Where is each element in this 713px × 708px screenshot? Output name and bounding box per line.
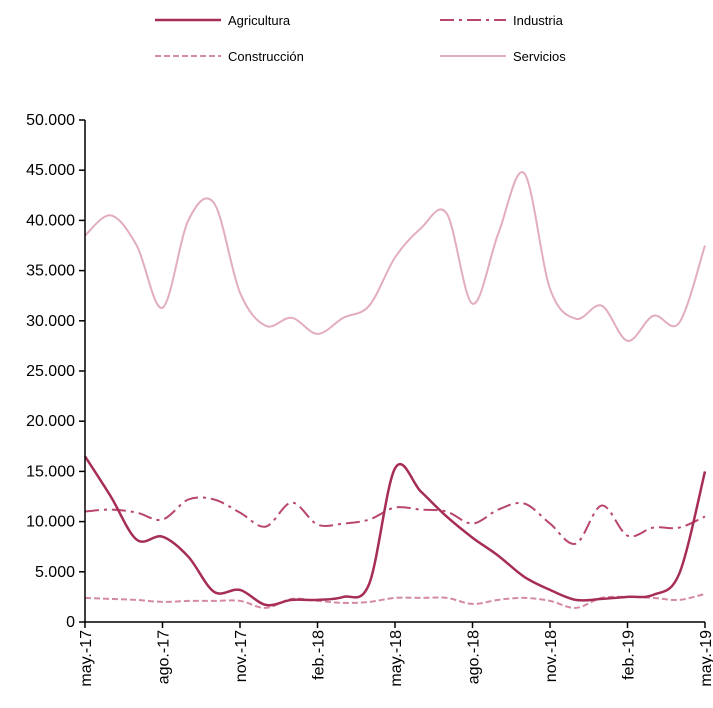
series-line-agricultura <box>83 455 707 607</box>
x-tick-label: ago.-17 <box>156 630 173 684</box>
legend: Agricultura Industria Construcción Servicio… <box>155 13 566 64</box>
x-tick-label: feb.-19 <box>621 630 638 680</box>
legend-label: Industria <box>513 13 564 28</box>
axes: 0 5.000 10.000 15.000 20.000 25.000 30.000 35.0… <box>26 112 713 687</box>
series-layer <box>83 171 707 609</box>
x-tick-label: ago.-18 <box>466 630 483 684</box>
y-tick-label: 45.000 <box>26 162 75 179</box>
y-tick-label: 40.000 <box>26 212 75 229</box>
y-tick-label: 20.000 <box>26 413 75 430</box>
x-tick-label: nov.-18 <box>543 630 560 682</box>
y-tick-label: 0 <box>66 614 75 631</box>
y-tick-label: 25.000 <box>26 363 75 380</box>
x-tick-label: may.-19 <box>698 630 713 687</box>
y-tick-label: 30.000 <box>26 313 75 330</box>
series-line-servicios <box>84 171 706 342</box>
y-tick-label: 5.000 <box>35 564 75 581</box>
legend-label: Agricultura <box>228 13 291 28</box>
series-line-industria <box>84 496 706 545</box>
x-tick-label: may.-18 <box>388 630 405 687</box>
x-tick-label: feb.-18 <box>311 630 328 680</box>
legend-label: Servicios <box>513 49 566 64</box>
y-tick-label: 35.000 <box>26 263 75 280</box>
legend-label: Construcción <box>228 49 304 64</box>
series-line-construcción <box>84 592 706 609</box>
x-tick-label: nov.-17 <box>233 630 250 682</box>
y-tick-label: 15.000 <box>26 463 75 480</box>
x-tick-label: may.-17 <box>78 630 95 687</box>
y-tick-label: 50.000 <box>26 112 75 129</box>
y-tick-label: 10.000 <box>26 514 75 531</box>
